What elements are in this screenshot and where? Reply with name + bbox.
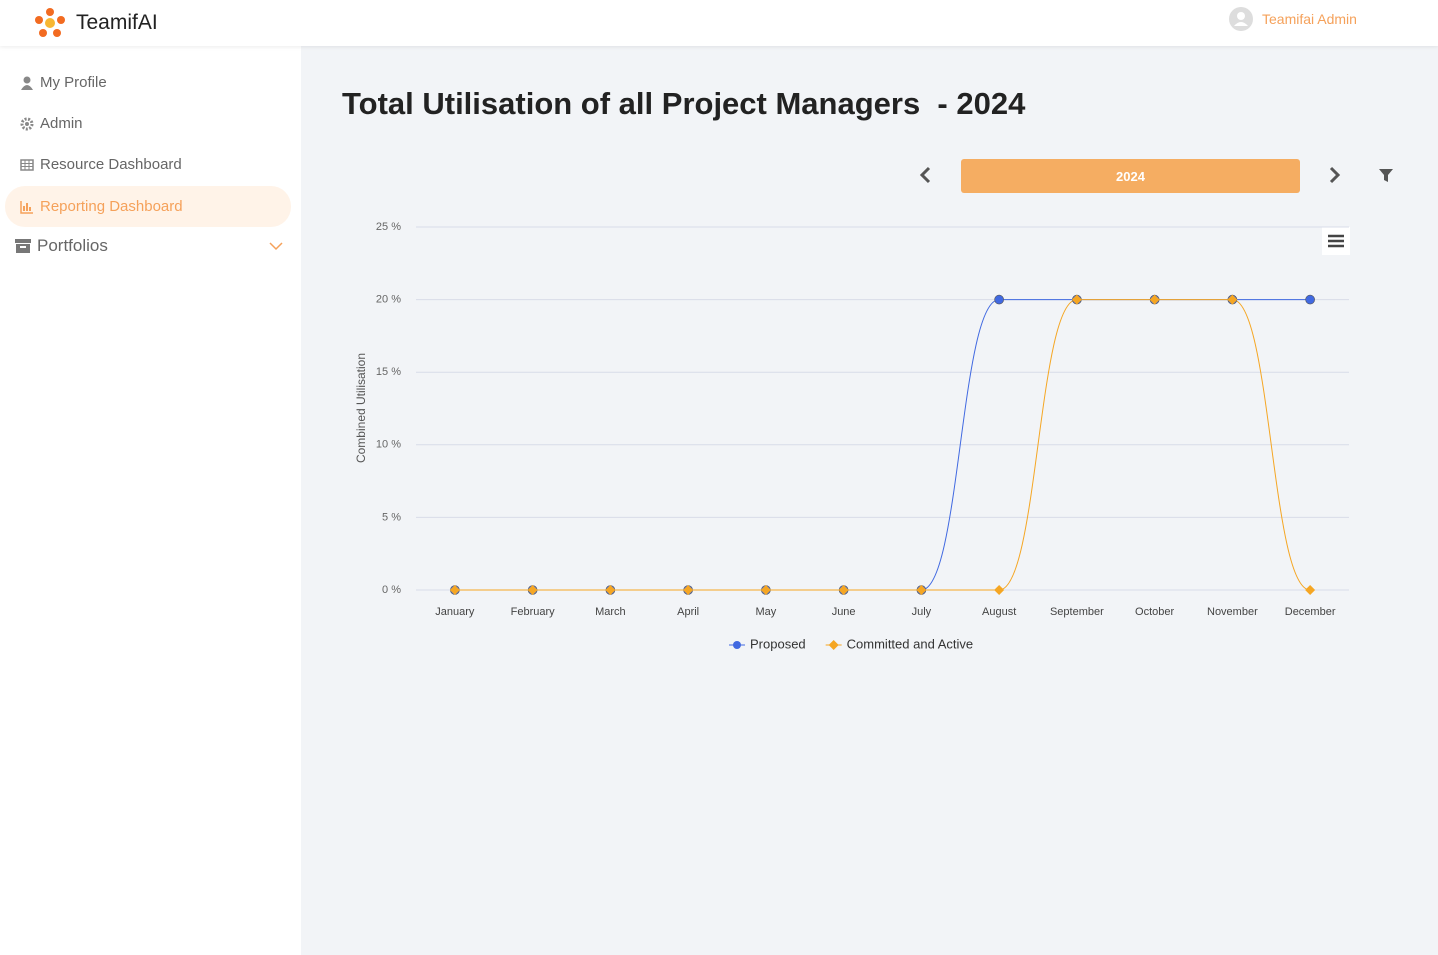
next-year[interactable]: [1326, 166, 1342, 184]
legend-marker: [828, 640, 839, 650]
user-menu[interactable]: Teamifai Admin: [1229, 7, 1357, 31]
y-axis-title: Combined Utilisation: [354, 353, 368, 463]
point: [1305, 294, 1315, 305]
x-tick-label: September: [1050, 606, 1104, 618]
filter[interactable]: [1378, 168, 1394, 184]
icon: [20, 117, 34, 130]
x-tick-label: April: [677, 606, 699, 618]
prev-year[interactable]: [918, 166, 934, 184]
active-nav-bg: [5, 186, 291, 227]
nav-label: Resource Dashboard: [40, 156, 182, 173]
icon: [20, 158, 34, 171]
y-tick-label: 10 %: [376, 439, 401, 451]
avatar: [1229, 7, 1253, 31]
point: [683, 585, 694, 595]
x-tick-label: August: [982, 606, 1016, 618]
point: [994, 585, 1005, 595]
nav-item[interactable]: My Profile: [20, 74, 107, 91]
x-tick-label: January: [435, 606, 475, 618]
point: [1227, 294, 1238, 305]
point: [449, 585, 460, 595]
legend-marker: [733, 641, 741, 649]
year-label: 2024: [1116, 168, 1145, 184]
icon: [21, 76, 33, 90]
year-selector[interactable]: 2024: [961, 159, 1300, 193]
x-tick-label: March: [595, 606, 626, 618]
nav-label: My Profile: [40, 74, 107, 91]
nav-label: Portfolios: [37, 236, 108, 255]
x-tick-label: October: [1135, 606, 1174, 618]
brand: TeamifAI: [76, 11, 158, 34]
logo[interactable]: TeamifAI: [30, 4, 158, 42]
x-tick-label: May: [755, 606, 776, 618]
nav-label: Reporting Dashboard: [40, 198, 183, 215]
y-tick-label: 25 %: [376, 221, 401, 233]
user-name: Teamifai Admin: [1262, 11, 1357, 27]
legend-label[interactable]: Proposed: [750, 636, 806, 651]
nav-item[interactable]: Portfolios: [15, 236, 283, 256]
point: [760, 585, 771, 595]
x-tick-label: July: [912, 606, 932, 618]
nav-label: Admin: [40, 115, 83, 132]
point: [916, 585, 927, 595]
point: [1149, 294, 1160, 305]
logo-icon: [35, 8, 65, 37]
page-title: Total Utilisation of all Project Manager…: [342, 86, 1026, 121]
nav-item[interactable]: Resource Dashboard: [20, 156, 182, 173]
x-tick-label: June: [832, 606, 856, 618]
point: [838, 585, 849, 595]
main-area: [301, 46, 1438, 955]
y-tick-label: 15 %: [376, 366, 401, 378]
point: [1071, 294, 1082, 305]
point: [527, 585, 538, 595]
top-bar: [0, 0, 1438, 46]
y-tick-label: 20 %: [376, 294, 401, 306]
series-line: [454, 299, 1311, 591]
x-tick-label: December: [1285, 606, 1336, 618]
icon: [20, 200, 33, 214]
x-tick-label: November: [1207, 606, 1258, 618]
nav-item[interactable]: Admin: [20, 115, 83, 132]
chart-menu[interactable]: [1322, 227, 1350, 255]
point: [605, 585, 616, 595]
chevron: [269, 242, 283, 251]
icon: [15, 239, 31, 253]
legend-label[interactable]: Committed and Active: [847, 636, 973, 651]
y-tick-label: 0 %: [382, 584, 401, 596]
point: [994, 294, 1004, 305]
x-tick-label: February: [511, 606, 556, 618]
y-tick-label: 5 %: [382, 511, 401, 523]
nav-item-active[interactable]: Reporting Dashboard: [20, 198, 183, 215]
point: [1305, 585, 1316, 595]
